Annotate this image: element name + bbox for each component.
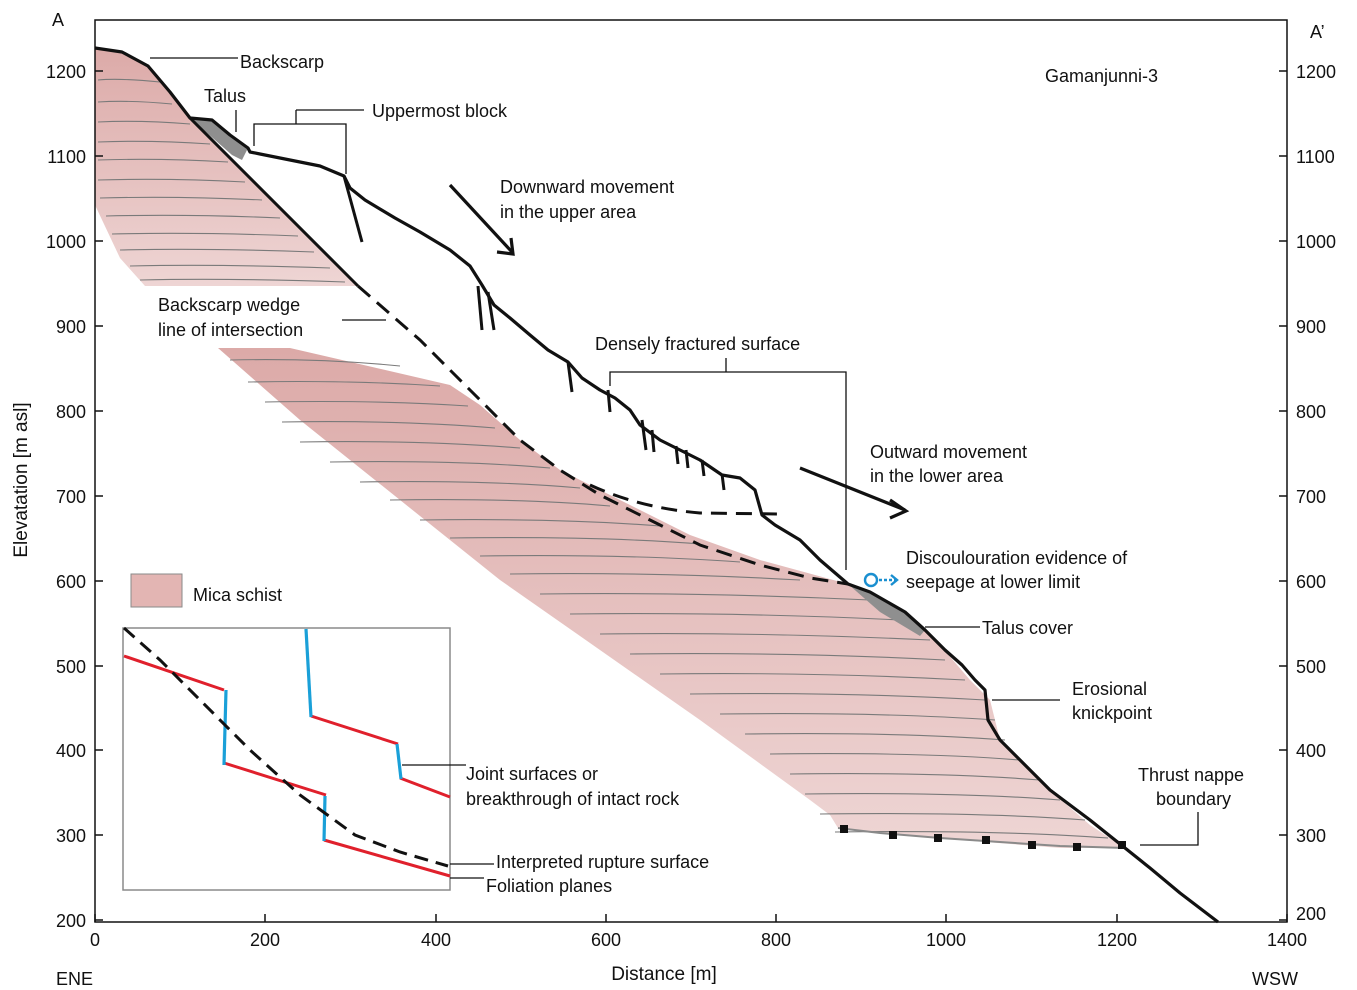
x-axis-title: Distance [m] bbox=[611, 964, 717, 985]
y-tick-label-left: 1200 bbox=[46, 62, 86, 82]
label-erosional-2: knickpoint bbox=[1072, 703, 1152, 723]
fractures bbox=[342, 175, 726, 491]
label-wedge-1: Backscarp wedge bbox=[158, 295, 300, 315]
y-tick-label-left: 1100 bbox=[47, 147, 86, 167]
x-tick-label: 400 bbox=[421, 930, 451, 950]
corner-label-a-prime: A’ bbox=[1310, 22, 1325, 42]
direction-wsw: WSW bbox=[1252, 969, 1298, 989]
backscarp-plane bbox=[188, 116, 360, 288]
label-outward-1: Outward movement bbox=[870, 442, 1027, 462]
label-thrust-2: boundary bbox=[1156, 789, 1231, 809]
legend-label-mica-schist: Mica schist bbox=[193, 585, 282, 605]
y-tick-label-right: 800 bbox=[1296, 402, 1326, 422]
y-axis-title: Elevatation [m asl] bbox=[11, 402, 32, 557]
label-uppermost-block: Uppermost block bbox=[372, 101, 508, 121]
thrust-nappe-boundary bbox=[837, 827, 1126, 849]
profile-name: Gamanjunni-3 bbox=[1045, 66, 1158, 86]
inset-diagram: Joint surfaces or breakthrough of intact… bbox=[122, 626, 709, 896]
y-tick-label-left: 800 bbox=[56, 402, 86, 422]
label-outward-2: in the lower area bbox=[870, 466, 1004, 486]
talus-cover-patch bbox=[848, 584, 925, 636]
inset-joint-surfaces bbox=[222, 628, 403, 842]
y-tick-label-right: 1200 bbox=[1296, 62, 1336, 82]
plot-frame bbox=[94, 19, 1288, 923]
x-tick-label: 1000 bbox=[926, 930, 966, 950]
seepage-icon bbox=[863, 572, 899, 588]
y-tick-label-left: 500 bbox=[56, 657, 86, 677]
label-downward-2: in the upper area bbox=[500, 202, 637, 222]
inset-rupture-surface bbox=[123, 626, 449, 868]
x-ticks bbox=[94, 914, 1288, 922]
talus-patch-upper bbox=[190, 118, 248, 160]
y-tick-label-left: 400 bbox=[56, 741, 86, 761]
x-tick-label: 1400 bbox=[1267, 930, 1307, 950]
direction-ene: ENE bbox=[56, 969, 93, 989]
topographic-profile bbox=[94, 46, 1219, 924]
corner-label-a: A bbox=[52, 10, 64, 30]
inset-label-rupture: Interpreted rupture surface bbox=[496, 852, 709, 872]
y-tick-label-left: 300 bbox=[56, 826, 86, 846]
label-backscarp: Backscarp bbox=[240, 52, 324, 72]
label-wedge-2: line of intersection bbox=[158, 320, 303, 340]
x-tick-label: 600 bbox=[591, 930, 621, 950]
x-tick-label: 200 bbox=[250, 930, 280, 950]
y-tick-label-right: 1100 bbox=[1296, 147, 1335, 167]
y-tick-label-right: 200 bbox=[1296, 904, 1326, 924]
inset-frame bbox=[122, 627, 451, 891]
label-discolouration-1: Discoulouration evidence of bbox=[906, 548, 1128, 568]
inset-label-joint-2: breakthrough of intact rock bbox=[466, 789, 680, 809]
legend-swatch-mica-schist bbox=[130, 573, 183, 608]
label-erosional-1: Erosional bbox=[1072, 679, 1147, 699]
inset-label-foliation: Foliation planes bbox=[486, 876, 612, 896]
downward-arrow bbox=[448, 183, 515, 256]
y-tick-label-left: 700 bbox=[56, 487, 86, 507]
y-tick-label-right: 400 bbox=[1296, 741, 1326, 761]
mica-schist-lower-block bbox=[218, 348, 1125, 848]
rupture-branch-dashed bbox=[589, 483, 779, 516]
y-tick-label-right: 700 bbox=[1296, 487, 1326, 507]
y-ticks bbox=[95, 70, 1287, 921]
x-tick-label: 0 bbox=[90, 930, 100, 950]
leader-lines bbox=[150, 57, 1199, 846]
wedge-intersection-line bbox=[357, 284, 849, 586]
label-thrust-1: Thrust nappe bbox=[1138, 765, 1244, 785]
label-downward-1: Downward movement bbox=[500, 177, 674, 197]
y-tick-label-right: 500 bbox=[1296, 657, 1326, 677]
label-talus: Talus bbox=[204, 86, 246, 106]
outward-arrow bbox=[799, 466, 910, 520]
inset-label-joint-1: Joint surfaces or bbox=[466, 764, 598, 784]
y-tick-label-left: 600 bbox=[56, 572, 86, 592]
y-tick-label-left: 900 bbox=[56, 317, 86, 337]
foliation-lines-lower bbox=[229, 359, 1109, 839]
y-tick-label-left: 200 bbox=[56, 911, 86, 931]
label-densely-fractured: Densely fractured surface bbox=[595, 334, 800, 354]
y-tick-label-right: 1000 bbox=[1296, 232, 1336, 252]
x-tick-label: 1200 bbox=[1097, 930, 1137, 950]
y-tick-label-right: 900 bbox=[1296, 317, 1326, 337]
label-discolouration-2: seepage at lower limit bbox=[906, 572, 1080, 592]
y-tick-label-right: 300 bbox=[1296, 826, 1326, 846]
label-talus-cover: Talus cover bbox=[982, 618, 1073, 638]
y-tick-label-left: 1000 bbox=[46, 232, 86, 252]
y-tick-label-right: 600 bbox=[1296, 572, 1326, 592]
mica-schist-upper-block bbox=[95, 48, 358, 286]
thrust-markers bbox=[840, 825, 1126, 851]
x-tick-label: 800 bbox=[761, 930, 791, 950]
inset-leader-lines bbox=[402, 764, 494, 879]
foliation-lines-upper bbox=[97, 78, 346, 283]
